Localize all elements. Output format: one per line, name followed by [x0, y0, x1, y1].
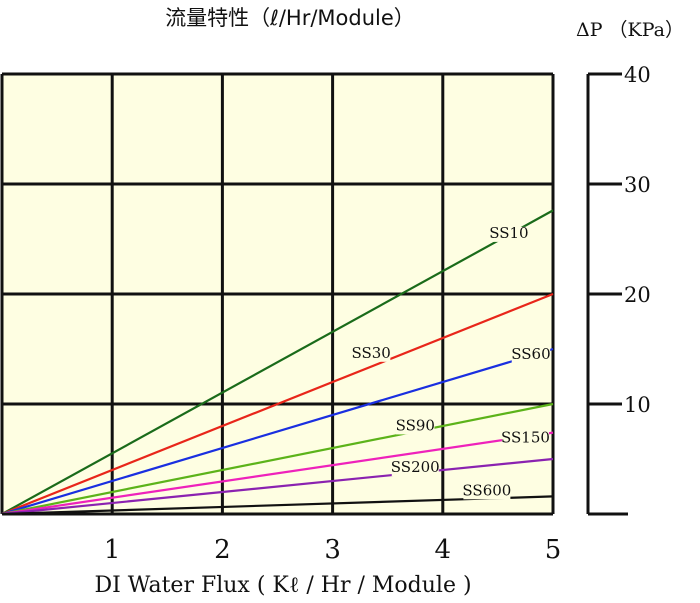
- series-line-ss200: [1, 457, 554, 516]
- x-tick-label: 4: [435, 535, 452, 565]
- series-line-ss90: [1, 402, 554, 516]
- series-lines: [1, 209, 554, 516]
- x-axis-label: DI Water Flux ( Kℓ / Hr / Module ): [94, 573, 471, 598]
- x-tick-label: 1: [104, 535, 121, 565]
- y-tick-label: 30: [624, 173, 651, 197]
- chart-title: 流量特性（ℓ/Hr/Module）: [165, 6, 415, 30]
- series-line-ss10: [1, 209, 554, 515]
- series-label-ss150: SS150: [501, 429, 550, 447]
- series-label-bg: [489, 226, 529, 242]
- series-line-ss60: [1, 347, 554, 516]
- series-label-ss600: SS600: [462, 481, 511, 499]
- series-label-ss200: SS200: [391, 458, 440, 476]
- series-label-bg: [351, 346, 391, 362]
- series-label-bg: [391, 461, 439, 477]
- x-tick-label: 2: [214, 535, 231, 565]
- y-axis-label: ΔP （KPa）: [576, 19, 684, 41]
- series-label-ss90: SS90: [396, 416, 435, 434]
- series-label-bg: [511, 347, 551, 363]
- series-line-ss600: [1, 495, 554, 516]
- x-tick-label: 5: [545, 535, 562, 565]
- x-tick-label: 3: [324, 535, 341, 565]
- y-tick-label: 20: [624, 283, 651, 307]
- y-tick-label: 10: [624, 393, 651, 417]
- series-label-ss10: SS10: [489, 224, 528, 242]
- series-label-bg: [463, 484, 511, 500]
- series-label-ss30: SS30: [351, 344, 390, 362]
- series-line-ss150: [1, 431, 554, 516]
- y-tick-label: 40: [624, 63, 651, 87]
- series-label-bg: [396, 419, 435, 435]
- y-ticks: 10 20 30 40: [588, 63, 651, 417]
- right-axis: 10 20 30 40: [586, 63, 651, 516]
- series-labels: SS10 SS30 SS60 SS90 SS150 SS200 SS600: [351, 224, 551, 500]
- series-label-ss60: SS60: [511, 345, 550, 363]
- x-ticks: 1 2 3 4 5: [104, 535, 561, 565]
- series-label-bg: [501, 431, 549, 447]
- series-line-ss30: [1, 292, 554, 516]
